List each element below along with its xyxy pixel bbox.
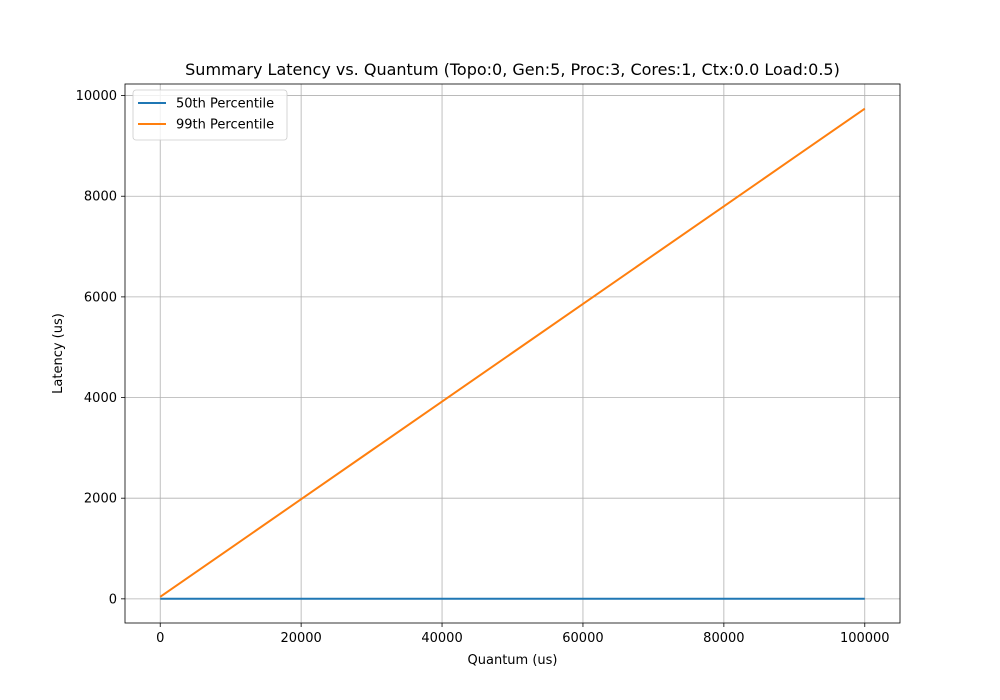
axis-ticks: 0 20000 40000 60000 80000 100000 0 2000 4000 6000…	[76, 89, 890, 646]
y-axis-label: Latency (us)	[51, 313, 66, 394]
legend: 50th Percentile 99th Percentile	[132, 89, 288, 141]
series-line	[159, 107, 866, 598]
x-tick-label: 0	[156, 631, 164, 646]
legend-box	[132, 89, 288, 141]
y-tick-label: 6000	[84, 290, 117, 305]
x-tick-label: 20000	[280, 631, 321, 646]
x-tick-label: 100000	[840, 631, 890, 646]
x-axis-label: Quantum (us)	[468, 653, 558, 668]
x-tick-label: 40000	[421, 631, 462, 646]
plot-frame	[124, 83, 901, 624]
legend-label: 99th Percentile	[176, 118, 274, 133]
y-tick-label: 10000	[76, 89, 117, 104]
legend-label: 50th Percentile	[176, 97, 274, 112]
y-tick-label: 4000	[84, 391, 117, 406]
y-tick-label: 8000	[84, 190, 117, 205]
grid	[125, 84, 900, 623]
y-tick-label: 2000	[84, 492, 117, 507]
x-tick-label: 60000	[562, 631, 603, 646]
x-tick-label: 80000	[703, 631, 744, 646]
plot-lines	[159, 107, 866, 600]
y-tick-label: 0	[109, 592, 117, 607]
chart-title: Summary Latency vs. Quantum (Topo:0, Gen…	[185, 60, 840, 79]
